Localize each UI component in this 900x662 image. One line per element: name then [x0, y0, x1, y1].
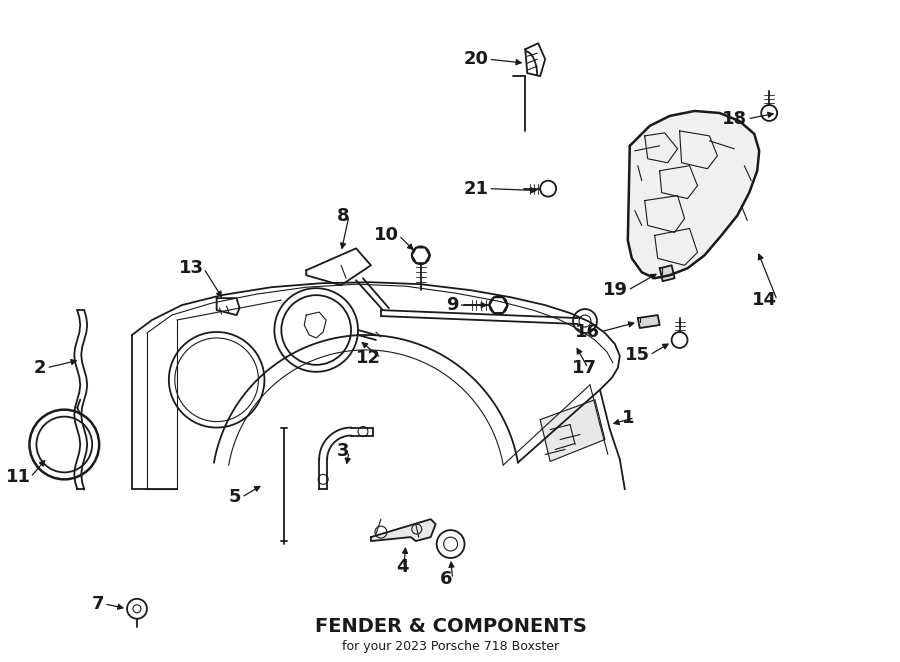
- Text: 5: 5: [229, 489, 241, 506]
- Polygon shape: [638, 315, 660, 328]
- Text: for your 2023 Porsche 718 Boxster: for your 2023 Porsche 718 Boxster: [342, 640, 559, 653]
- Text: FENDER & COMPONENTS: FENDER & COMPONENTS: [315, 617, 587, 636]
- Text: 15: 15: [625, 346, 650, 364]
- Text: 7: 7: [92, 594, 104, 613]
- Polygon shape: [371, 519, 436, 541]
- Text: 17: 17: [572, 359, 597, 377]
- Text: 20: 20: [464, 50, 489, 68]
- Text: 18: 18: [722, 110, 747, 128]
- Polygon shape: [628, 111, 760, 278]
- Text: 21: 21: [464, 179, 489, 198]
- Text: 1: 1: [622, 408, 634, 426]
- Text: 6: 6: [440, 570, 453, 588]
- Text: 11: 11: [5, 468, 31, 487]
- Text: 3: 3: [337, 442, 349, 461]
- Polygon shape: [540, 400, 605, 461]
- Text: 2: 2: [34, 359, 47, 377]
- Text: 10: 10: [374, 226, 399, 244]
- Text: 14: 14: [752, 291, 777, 309]
- Text: 8: 8: [337, 207, 349, 224]
- Text: 19: 19: [603, 281, 628, 299]
- Text: 13: 13: [179, 260, 203, 277]
- Text: 9: 9: [446, 296, 459, 314]
- Text: 12: 12: [356, 349, 381, 367]
- Text: 4: 4: [396, 558, 409, 576]
- Polygon shape: [660, 265, 675, 281]
- Text: 16: 16: [575, 323, 600, 341]
